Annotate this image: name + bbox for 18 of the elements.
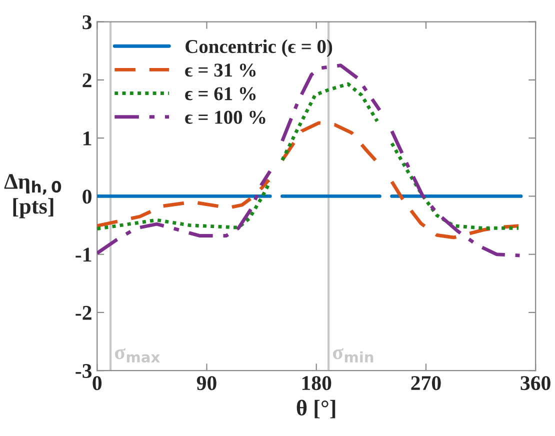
- y-tick-label: 1: [84, 132, 92, 146]
- y-tick-label: -3: [76, 364, 92, 378]
- y-tick-label: -2: [76, 306, 92, 320]
- x-tick-label: 0: [92, 376, 102, 390]
- x-tick-label: 360: [520, 376, 550, 390]
- x-tick-label: 270: [411, 376, 441, 390]
- legend-label: ϵ = 31 %: [185, 64, 256, 77]
- legend-label: Concentric (ϵ = 0): [186, 39, 332, 58]
- x-axis-title: θ [°]: [296, 400, 336, 418]
- legend-label: ϵ = 61 %: [185, 87, 256, 100]
- y-tick-label: -1: [76, 248, 92, 262]
- x-tick-label: 180: [302, 376, 332, 390]
- y-tick-label: 0: [82, 190, 92, 204]
- x-tick-label: 90: [196, 376, 216, 390]
- y-axis-title: Δη$_{h,0}$ [pts]: [4, 174, 62, 218]
- legend-label: ϵ = 100 %: [185, 110, 266, 124]
- y-tick-label: 2: [82, 73, 92, 88]
- y-tick-label: 3: [82, 15, 92, 30]
